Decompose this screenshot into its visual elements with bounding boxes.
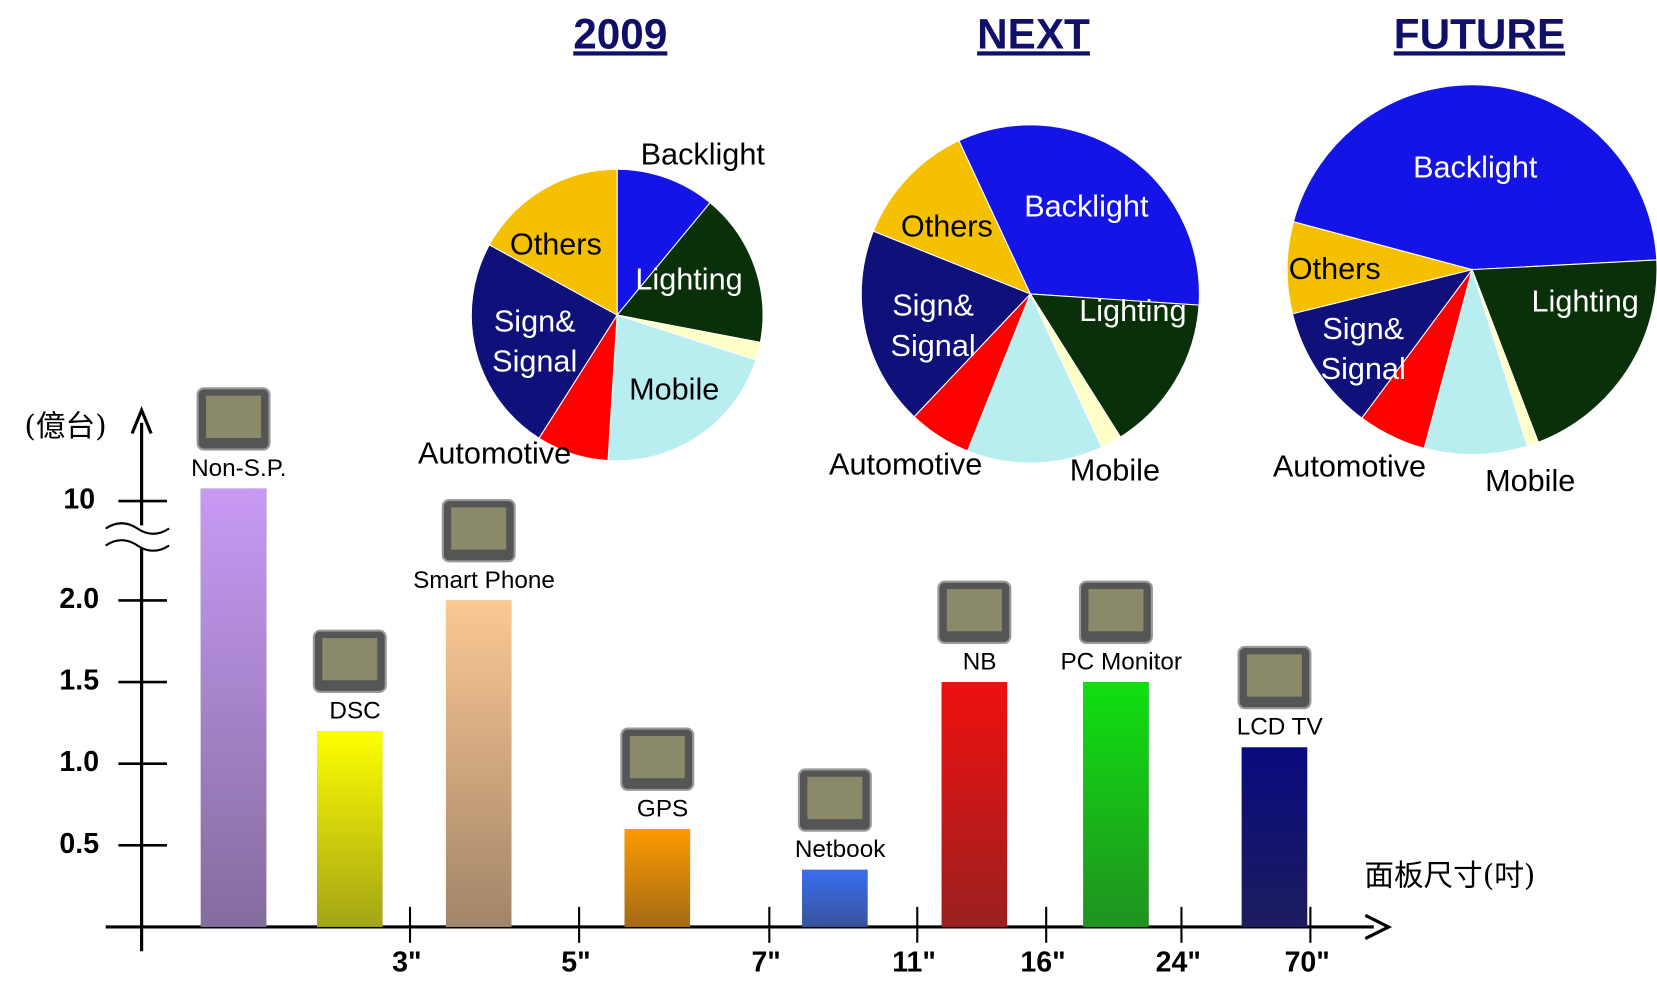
category-label: GPS (637, 795, 688, 822)
x-tick-label: 11" (892, 946, 936, 978)
category-label: Non-S.P. (191, 455, 286, 482)
pie-title: FUTURE (1394, 10, 1565, 57)
pie-slice (1291, 268, 1474, 419)
category-label: Netbook (795, 836, 886, 863)
x-tick-label: 24" (1156, 946, 1201, 978)
category-label: Smart Phone (413, 567, 555, 594)
x-arrow (1364, 913, 1393, 940)
category-label: PC Monitor (1060, 648, 1182, 675)
pie-title: 2009 (573, 10, 667, 57)
category-label: LCD TV (1237, 714, 1324, 741)
pie-label: Others (901, 210, 993, 244)
product-screen (322, 638, 378, 681)
product-screen (807, 776, 863, 820)
pie-slice (1286, 221, 1473, 315)
y-tick-label: 1.0 (59, 746, 99, 778)
pie-slice (1292, 84, 1657, 271)
product-screen (946, 589, 1002, 632)
x-tick-label: 7" (751, 946, 780, 978)
pie-label: Lighting (1079, 294, 1186, 328)
product-screen (1246, 654, 1302, 697)
product-screen (1088, 589, 1144, 632)
pie-label: Sign& Signal (492, 305, 577, 379)
pie-label: Automotive (418, 437, 571, 471)
pie-slice (966, 292, 1103, 464)
pie-slice (488, 168, 618, 316)
pie-label: Sign& Signal (1321, 312, 1406, 386)
pie-slice (1471, 259, 1657, 443)
product-screen (206, 395, 262, 438)
x-tick-label: 5" (561, 946, 590, 978)
pie-slice (958, 124, 1200, 306)
category-label: NB (963, 648, 997, 675)
axis-break-gap (105, 525, 180, 549)
y-tick-label: 2.0 (59, 583, 99, 615)
pie-slice (1029, 293, 1200, 438)
bar (1083, 682, 1149, 927)
pie-label: Mobile (1485, 464, 1575, 498)
y-tick-label: 1.5 (59, 665, 99, 697)
bar (941, 682, 1008, 927)
pie-slice (607, 314, 757, 462)
bar (624, 828, 691, 927)
pie-label: Sign& Signal (891, 289, 976, 363)
y-tick-label: 0.5 (59, 828, 99, 860)
bar (317, 731, 383, 927)
pie-label: Mobile (1070, 454, 1160, 488)
pie-label: Mobile (629, 372, 719, 406)
pie-label: Automotive (829, 447, 982, 481)
axis-break (105, 522, 170, 552)
x-tick-label: 3" (392, 946, 421, 978)
pie-slice (470, 244, 618, 439)
pie-slice (872, 140, 1032, 295)
y-tick-label: 10 (63, 484, 95, 516)
pie-label: Backlight (641, 138, 766, 172)
pie-label: Lighting (635, 262, 742, 296)
pie-label: Backlight (1413, 150, 1538, 184)
y-arrow (130, 405, 153, 435)
pie-label: Backlight (1024, 189, 1149, 223)
pie-slice (1423, 267, 1529, 456)
pie-slice (616, 168, 711, 317)
category-label: DSC (329, 697, 380, 724)
bar (1241, 747, 1308, 927)
pie-slice (616, 201, 764, 344)
product-screen (451, 507, 507, 550)
x-axis-label: 面板尺寸(吋) (1364, 858, 1535, 892)
pie-title: NEXT (977, 10, 1090, 57)
bar (200, 488, 267, 927)
pie-label: Lighting (1531, 285, 1638, 319)
pie-label: Automotive (1273, 449, 1426, 483)
pie-label: Others (510, 227, 602, 261)
bar (445, 600, 512, 927)
product-screen (629, 735, 685, 779)
pie-label: Others (1289, 252, 1381, 286)
bar (802, 869, 868, 927)
y-axis-label: (億台) (24, 409, 106, 443)
x-tick-label: 70" (1285, 946, 1330, 978)
x-tick-label: 16" (1020, 946, 1065, 978)
